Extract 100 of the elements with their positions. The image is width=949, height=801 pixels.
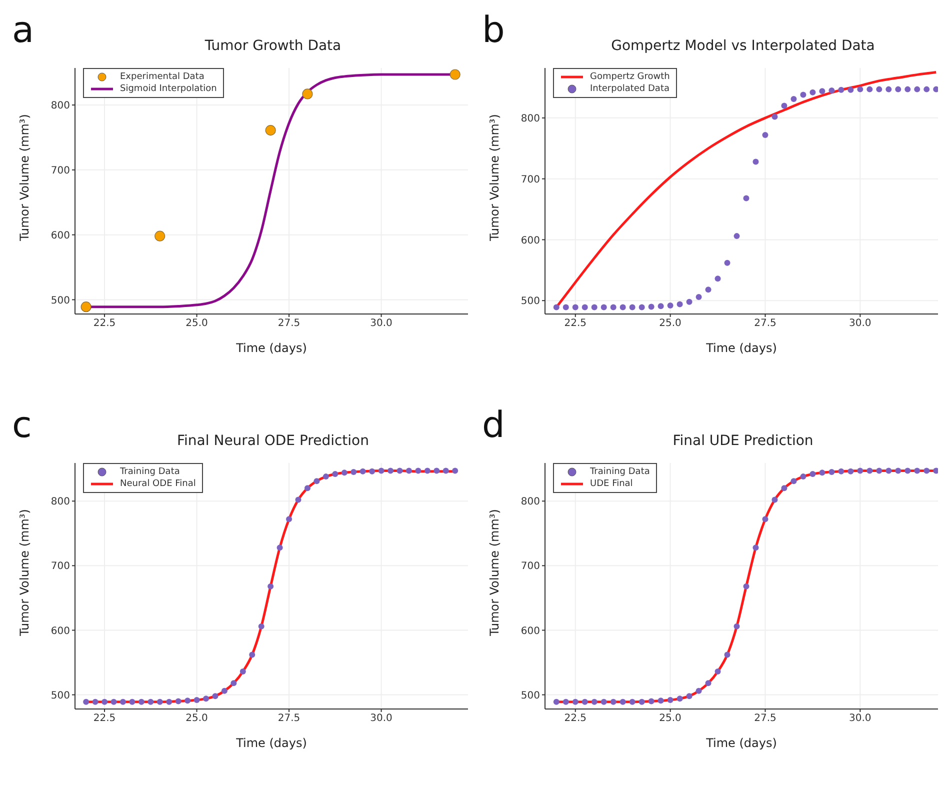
y-tick-label: 800 [50, 496, 70, 508]
chart-title: Final UDE Prediction [672, 433, 814, 449]
point [914, 86, 920, 92]
point [676, 696, 683, 702]
point [828, 469, 835, 476]
y-tick-label: 800 [520, 496, 540, 508]
y-axis-title: Tumor Volume (mm³) [17, 509, 32, 637]
point [772, 114, 778, 120]
point [562, 698, 569, 705]
point [332, 470, 338, 477]
point [129, 698, 136, 705]
x-tick-label: 25.0 [186, 318, 208, 330]
point [582, 304, 588, 310]
chart-title: Final Neural ODE Prediction [176, 433, 370, 449]
point [638, 304, 645, 310]
y-tick-label: 600 [520, 235, 540, 246]
point [249, 652, 256, 658]
x-tick-label: 22.5 [93, 318, 116, 330]
chart-title: Gompertz Model vs Interpolated Data [610, 38, 876, 54]
y-tick-label: 500 [520, 296, 540, 308]
point [452, 468, 458, 474]
point [724, 260, 730, 266]
point [876, 86, 882, 92]
y-tick-label: 500 [50, 690, 70, 702]
point [658, 303, 664, 310]
point [378, 468, 384, 474]
x-tick-label: 22.5 [93, 713, 116, 724]
point [629, 698, 636, 705]
point [648, 304, 654, 310]
point [667, 696, 674, 703]
point [924, 468, 930, 474]
point [110, 698, 117, 705]
point [686, 298, 692, 305]
y-axis-title: Tumor Volume (mm³) [17, 114, 32, 242]
point [302, 88, 313, 100]
text: d [482, 405, 505, 446]
point [620, 304, 626, 310]
point [154, 230, 166, 242]
point [762, 132, 768, 138]
point [914, 468, 920, 474]
point [800, 92, 806, 98]
y-tick-label: 600 [520, 626, 540, 637]
x-axis-title: Time (days) [705, 736, 777, 750]
point [591, 698, 598, 705]
point [752, 544, 759, 551]
legend-label: Interpolated Data [590, 83, 670, 95]
x-tick-label: 25.0 [659, 318, 682, 330]
point [80, 302, 92, 312]
point [743, 195, 750, 202]
legend-label: Gompertz Growth [590, 71, 670, 83]
point [838, 468, 844, 474]
point [304, 485, 310, 492]
point [781, 485, 788, 492]
legend-label: Experimental Data [120, 71, 204, 83]
x-tick-label: 30.0 [370, 713, 392, 724]
point [156, 698, 163, 705]
x-tick-label: 22.5 [564, 713, 587, 724]
x-axis-title: Time (days) [235, 341, 307, 355]
point [752, 158, 759, 165]
point [743, 583, 750, 590]
point [406, 468, 412, 474]
point [396, 468, 403, 474]
point [92, 698, 98, 705]
point [415, 468, 422, 474]
point [781, 102, 788, 109]
point [696, 294, 702, 300]
point [388, 468, 394, 474]
point [194, 696, 200, 703]
point [221, 688, 228, 694]
point [629, 304, 636, 310]
point [848, 86, 854, 93]
point [450, 69, 460, 80]
y-tick-label: 800 [520, 113, 540, 124]
point [369, 468, 376, 474]
x-tick-label: 30.0 [370, 318, 392, 330]
x-axis-title: Time (days) [235, 736, 307, 750]
y-tick-label: 800 [50, 100, 70, 112]
point [322, 474, 329, 480]
y-axis-title: Tumor Volume (mm³) [487, 509, 502, 637]
x-tick-label: 25.0 [186, 713, 208, 724]
point [714, 276, 721, 282]
point [230, 680, 237, 686]
point [240, 668, 246, 675]
point [724, 652, 730, 658]
y-tick-label: 600 [50, 626, 70, 637]
point [600, 304, 607, 310]
point [138, 698, 144, 705]
point [933, 468, 938, 474]
text: a [12, 10, 34, 51]
y-tick-label: 700 [50, 165, 70, 176]
point [203, 696, 209, 702]
point [866, 468, 873, 474]
point [184, 698, 191, 704]
point [658, 698, 664, 704]
point [866, 86, 873, 92]
point [102, 698, 108, 705]
x-tick-label: 27.5 [278, 713, 300, 724]
y-tick-label: 500 [520, 690, 540, 702]
point [705, 286, 712, 293]
legend-label: UDE Final [590, 478, 633, 490]
